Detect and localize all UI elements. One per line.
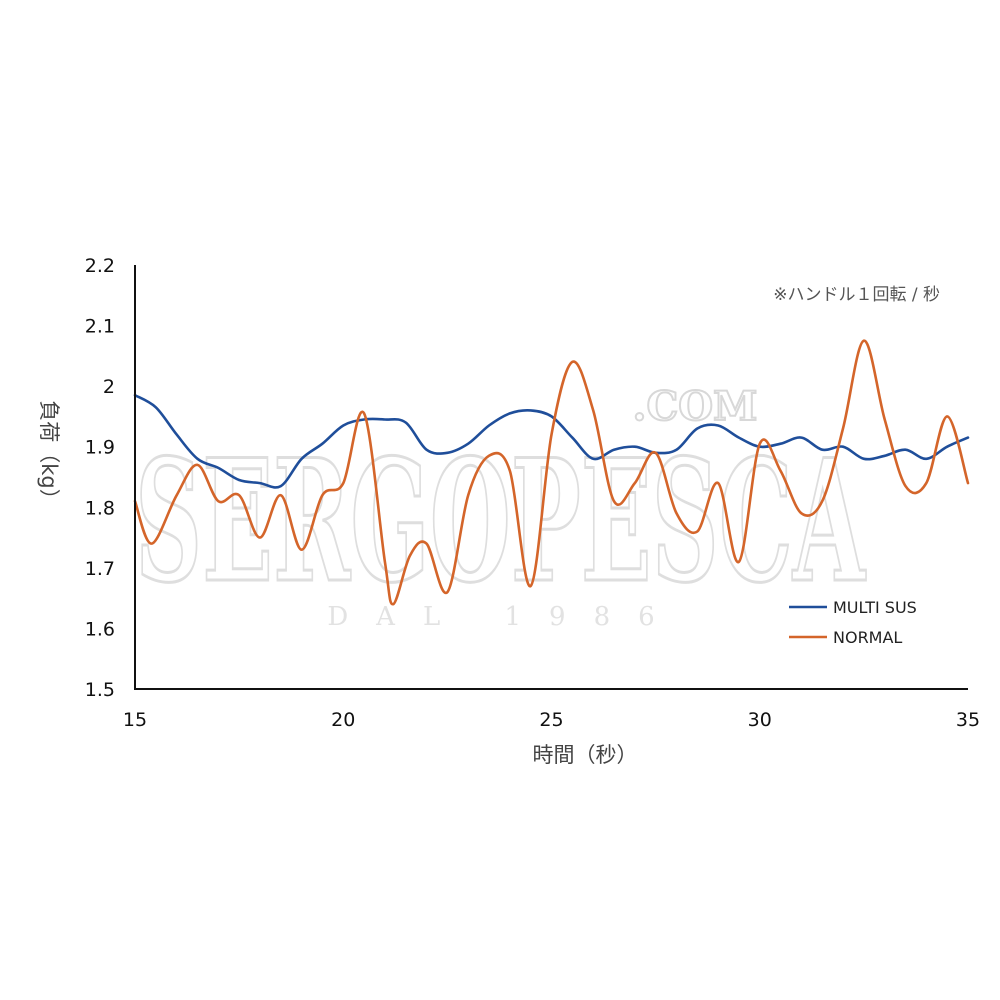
y-tick-label: 1.6 (85, 618, 115, 640)
x-axis-ticks: 15 20 25 30 35 (123, 709, 980, 731)
x-axis-title: 時間（秒） (533, 743, 638, 767)
y-tick-label: 1.5 (85, 679, 115, 701)
y-tick-label: 2.2 (85, 255, 115, 277)
legend-label-multi-sus: MULTI SUS (833, 598, 917, 617)
series-line-normal (133, 339, 970, 606)
x-tick-label: 15 (123, 709, 147, 731)
chart-note: ※ハンドル１回転 / 秒 (773, 285, 940, 305)
y-tick-label: 2.1 (85, 316, 115, 338)
legend-label-normal: NORMAL (833, 628, 902, 647)
x-tick-label: 30 (748, 709, 772, 731)
y-axis-ticks: 1.5 1.6 1.7 1.8 1.9 2 2.1 2.2 (85, 255, 115, 701)
y-tick-label: 1.9 (85, 437, 115, 459)
series-line-multi-sus (133, 393, 970, 489)
legend: MULTI SUS NORMAL (789, 598, 917, 647)
y-tick-label: 1.7 (85, 558, 115, 580)
x-tick-label: 35 (956, 709, 980, 731)
x-tick-label: 25 (539, 709, 563, 731)
y-tick-label: 2 (103, 376, 115, 398)
series-layer (133, 339, 970, 606)
watermark-sub: DAL 1986 (327, 602, 682, 632)
y-tick-label: 1.8 (85, 497, 115, 519)
y-axis-title: 負荷（kg） (37, 400, 61, 510)
x-tick-label: 20 (331, 709, 355, 731)
watermark-domain: .COM (633, 383, 758, 430)
